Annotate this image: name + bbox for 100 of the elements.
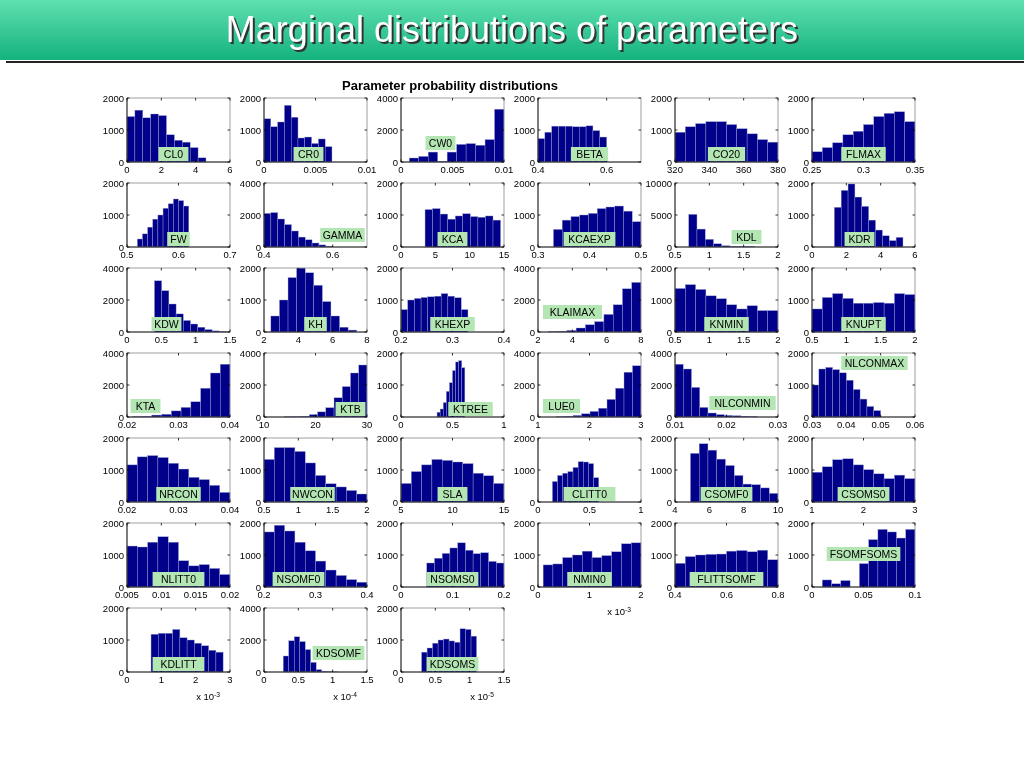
y-tick-label: 1000	[787, 549, 809, 561]
x-tick-label: 6	[330, 334, 336, 345]
y-tick-label: 1000	[102, 549, 124, 561]
x-tick-label: 2	[364, 504, 370, 515]
x-tick-label: 0.03	[768, 419, 788, 430]
x-tick-label: 5	[398, 504, 404, 515]
x-tick-label: 1.5	[737, 249, 751, 260]
x-tick-label: 0.4	[582, 249, 597, 260]
y-tick-label: 2000	[787, 432, 809, 444]
y-tick-label: 2000	[650, 517, 672, 529]
text: Parameter probability distributions	[342, 78, 558, 93]
x-tick-label: 0.25	[802, 164, 822, 175]
x-tick-label: 2	[775, 249, 781, 260]
y-tick-label: 1000	[376, 634, 398, 646]
text: CSOMF0	[704, 488, 749, 500]
y-tick-label: 1000	[239, 294, 261, 306]
x-tick-label: 0.005	[303, 164, 328, 175]
text: x 10$^{-3}$	[196, 690, 221, 702]
y-tick-label: 1000	[513, 124, 535, 136]
x-tick-label: 0.4	[360, 589, 374, 600]
x-tick-label: 0.6	[600, 164, 614, 175]
text: KNMIN	[709, 318, 744, 330]
y-tick-label: 2000	[102, 379, 124, 391]
text: NSOMF0	[276, 573, 321, 585]
x-tick-label: 1.5	[874, 334, 888, 345]
y-tick-label: 2000	[513, 432, 535, 444]
x-tick-label: 1	[467, 674, 473, 685]
y-tick-label: 1000	[787, 209, 809, 221]
y-tick-label: 2000	[239, 262, 261, 274]
x-tick-label: 0.6	[326, 249, 340, 260]
x-tick-label: 0.1	[908, 589, 922, 600]
x-tick-label: 4	[569, 334, 575, 345]
y-tick-label: 2000	[376, 262, 398, 274]
y-tick-label: 2000	[239, 517, 261, 529]
x-tick-label: 0.01	[152, 589, 171, 600]
text: FLMAX	[845, 148, 882, 160]
x-tick-label: 0.02	[220, 589, 240, 600]
x-tick-label: 6	[706, 504, 712, 515]
y-tick-label: 4000	[513, 347, 535, 359]
y-tick-label: 2000	[376, 177, 398, 189]
y-tick-label: 1000	[650, 549, 672, 561]
y-tick-label: 1000	[787, 379, 809, 391]
y-tick-label: 1000	[239, 549, 261, 561]
y-tick-label: 4000	[513, 262, 535, 274]
text: SLA	[442, 488, 463, 500]
x-tick-label: 0.2	[497, 589, 511, 600]
y-tick-label: 2000	[239, 379, 261, 391]
x-tick-label: 0.5	[582, 504, 597, 515]
x-tick-label: 20	[310, 419, 321, 430]
y-tick-label: 2000	[787, 92, 809, 104]
y-tick-label: 1000	[787, 294, 809, 306]
x-tick-label: 1	[586, 589, 593, 600]
text: BETA	[576, 148, 603, 160]
y-tick-label: 4000	[376, 92, 398, 104]
y-tick-label: 2000	[787, 262, 809, 274]
x-tick-label: 0.3	[445, 334, 460, 345]
y-tick-label: 1000	[102, 124, 124, 136]
x-tick-label: 0.5	[120, 249, 134, 260]
x-tick-label: 1	[193, 334, 199, 345]
text: KCAEXP	[568, 233, 611, 245]
y-tick-label: 2000	[239, 209, 261, 221]
x-tick-label: 0.06	[905, 419, 925, 430]
text: CR0	[297, 148, 320, 160]
x-tick-label: 0.2	[394, 334, 408, 345]
y-tick-label: 4000	[239, 347, 261, 359]
y-tick-label: 1000	[102, 634, 124, 646]
y-tick-label: 2000	[102, 517, 124, 529]
x-tick-label: 3	[227, 674, 233, 685]
y-tick-label: 4000	[239, 602, 261, 614]
x-tick-label: 0.8	[771, 589, 785, 600]
x-tick-label: 2	[912, 334, 918, 345]
x-tick-label: 0.05	[871, 419, 890, 430]
text: KDLITT	[160, 658, 198, 670]
x-tick-label: 1.5	[360, 674, 374, 685]
x-tick-label: 1	[501, 419, 507, 430]
y-tick-label: 1000	[513, 209, 535, 221]
x-tick-label: 0.02	[717, 419, 736, 430]
x-tick-label: 360	[735, 164, 752, 175]
y-tick-label: 1000	[650, 464, 672, 476]
text: KHEXP	[434, 318, 471, 330]
text: CL0	[163, 148, 184, 160]
x-tick-label: 0.03	[802, 419, 822, 430]
y-tick-label: 5000	[650, 209, 672, 221]
x-tick-label: 0.05	[854, 589, 873, 600]
x-tick-label: 380	[770, 164, 786, 175]
y-tick-label: 1000	[513, 464, 535, 476]
x-tick-label: 0.03	[169, 504, 188, 515]
x-tick-label: 0.4	[531, 164, 545, 175]
text: CO20	[712, 148, 741, 160]
x-tick-label: 0.5	[428, 674, 442, 685]
x-tick-label: 1	[706, 334, 712, 345]
x-tick-label: 0.2	[257, 589, 271, 600]
x-tick-label: 1	[638, 504, 644, 515]
x-tick-label: 2	[158, 164, 164, 175]
y-tick-label: 2000	[513, 379, 535, 391]
text: KH	[308, 318, 323, 330]
x-tick-label: 0.3	[308, 589, 323, 600]
text: NSOMS0	[430, 573, 475, 585]
x-tick-label: 0.5	[668, 334, 682, 345]
x-tick-label: 1.5	[737, 334, 751, 345]
